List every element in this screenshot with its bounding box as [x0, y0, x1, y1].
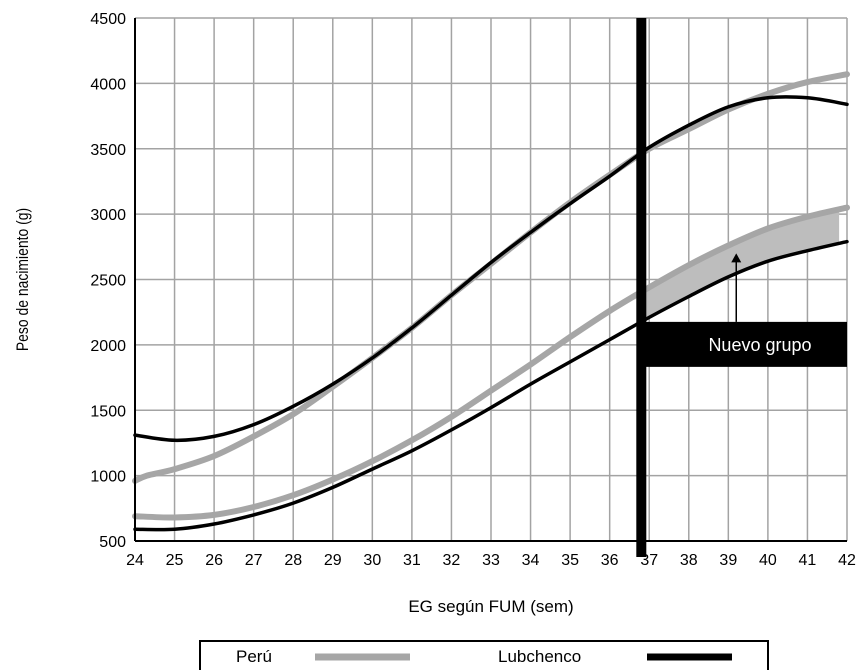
- x-tick-label-38: 38: [680, 552, 698, 569]
- series-line-lubchenco-lower: [133, 239, 849, 532]
- x-tick-label-40: 40: [759, 552, 777, 569]
- x-tick-label-29: 29: [324, 552, 342, 569]
- y-axis-title: Peso de nacimiento (g): [14, 208, 33, 351]
- series-line-lubchenco-upper: [133, 95, 849, 443]
- y-tick-label-1500: 1500: [90, 403, 126, 420]
- x-tick-label-39: 39: [719, 552, 737, 569]
- y-tick-label-4000: 4000: [90, 76, 126, 93]
- reference-line-layer: [636, 18, 647, 557]
- annotation-box: [641, 321, 847, 367]
- x-tick-label-28: 28: [284, 552, 302, 569]
- x-tick-label-34: 34: [522, 552, 540, 569]
- y-tick-label-2000: 2000: [90, 338, 126, 355]
- y-tick-label-1000: 1000: [90, 469, 126, 486]
- annotation-layer: Nuevo grupo: [641, 253, 847, 367]
- legend-label-peru: Perú: [236, 647, 272, 666]
- x-tick-label-30: 30: [363, 552, 381, 569]
- x-tick-label-36: 36: [601, 552, 619, 569]
- x-tick-label-31: 31: [403, 552, 421, 569]
- grid-layer: [134, 17, 848, 542]
- reference-line: [636, 18, 647, 557]
- x-axis-title: EG según FUM (sem): [408, 597, 573, 616]
- y-tick-label-500: 500: [99, 534, 126, 551]
- legend-label-lubchenco: Lubchenco: [498, 647, 581, 666]
- axes-layer: [134, 18, 847, 542]
- x-tick-label-24: 24: [126, 552, 144, 569]
- x-tick-label-32: 32: [443, 552, 461, 569]
- y-tick-label-3500: 3500: [90, 142, 126, 159]
- x-tick-label-27: 27: [245, 552, 263, 569]
- series-layer: [132, 71, 850, 532]
- series-line-peru-lower: [132, 204, 850, 521]
- annotation-label: Nuevo grupo: [708, 335, 811, 355]
- annotation-arrowhead: [731, 253, 742, 263]
- y-tick-label-4500: 4500: [90, 11, 126, 28]
- tick-labels-layer: 500 1000 1500 2000 2500 3000 3500 4000 4500 24 25 2…: [90, 11, 856, 569]
- x-tick-label-33: 33: [482, 552, 500, 569]
- y-tick-label-3000: 3000: [90, 207, 126, 224]
- x-tick-label-37: 37: [640, 552, 658, 569]
- x-tick-label-42: 42: [838, 552, 856, 569]
- x-tick-label-41: 41: [799, 552, 817, 569]
- x-tick-label-25: 25: [166, 552, 184, 569]
- legend: Perú Lubchenco: [199, 640, 769, 670]
- x-tick-label-35: 35: [561, 552, 579, 569]
- x-tick-label-26: 26: [205, 552, 223, 569]
- y-tick-label-2500: 2500: [90, 273, 126, 290]
